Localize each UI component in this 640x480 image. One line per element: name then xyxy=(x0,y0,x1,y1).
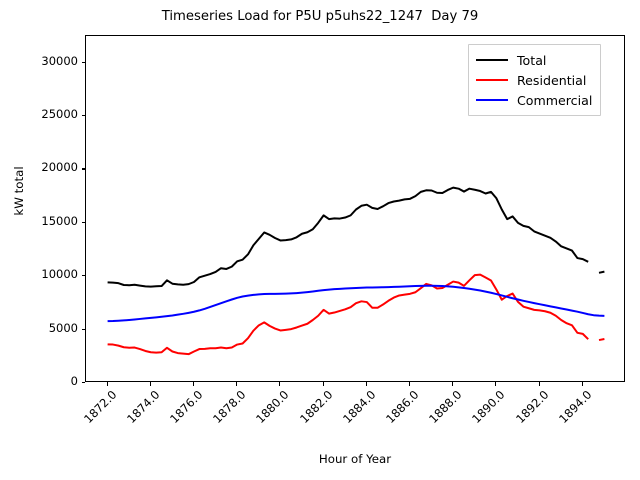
x-tick-label: 1874.0 xyxy=(123,387,163,426)
y-tick-mark xyxy=(81,275,85,277)
page-title: Timeseries Load for P5U p5uhs22_1247 Day… xyxy=(161,9,479,24)
legend-label: Commercial xyxy=(517,92,593,108)
plot-lines xyxy=(107,186,605,356)
y-tick-label: 30000 xyxy=(41,53,78,68)
x-tick-mark xyxy=(495,382,497,386)
legend-item[interactable]: Total xyxy=(476,50,592,70)
legend-item[interactable]: Residential xyxy=(476,70,592,90)
x-tick-mark xyxy=(236,382,238,386)
x-tick-label: 1880.0 xyxy=(253,387,292,426)
x-tick-mark xyxy=(149,382,151,386)
y-tick-label: 10000 xyxy=(41,267,78,282)
y-tick-mark xyxy=(81,61,85,63)
x-tick-label: 1884.0 xyxy=(339,387,379,426)
x-tick-mark xyxy=(365,382,367,386)
legend-label: Total xyxy=(517,52,547,68)
legend-label: Residential xyxy=(517,72,587,88)
x-axis-label: Hour of Year xyxy=(318,452,392,466)
x-tick-mark xyxy=(279,382,281,386)
x-tick-mark xyxy=(193,382,195,386)
series-line-total xyxy=(598,270,605,274)
y-axis-tick-labels: 0 5000 10000 15000 20000 25000 30000 xyxy=(0,0,78,480)
y-tick-mark xyxy=(81,168,85,170)
x-tick-label: 1890.0 xyxy=(469,387,508,426)
y-tick-label: 0 xyxy=(70,374,78,388)
y-tick-label: 25000 xyxy=(41,107,78,122)
series-line-total xyxy=(107,186,589,288)
x-tick-label: 1878.0 xyxy=(210,387,249,426)
x-tick-mark xyxy=(322,382,324,386)
x-tick-mark xyxy=(538,382,540,386)
y-tick-mark xyxy=(81,115,85,117)
series-line-commercial xyxy=(107,284,605,323)
x-tick-mark xyxy=(409,382,411,386)
legend: Total Residential Commercial xyxy=(468,44,602,116)
y-tick-label: 20000 xyxy=(41,160,78,175)
series-line-residential xyxy=(107,273,589,356)
y-tick-label: 5000 xyxy=(48,320,78,335)
legend-item[interactable]: Commercial xyxy=(476,90,592,110)
y-tick-label: 15000 xyxy=(41,213,78,228)
x-tick-label: 1892.0 xyxy=(512,387,552,426)
legend-swatch-icon xyxy=(476,58,508,62)
series-line-residential xyxy=(598,338,605,342)
x-tick-mark xyxy=(581,382,583,386)
x-tick-label: 1888.0 xyxy=(426,387,465,426)
x-tick-label: 1886.0 xyxy=(383,387,422,426)
legend-swatch-icon xyxy=(476,78,508,82)
x-tick-mark xyxy=(452,382,454,386)
y-tick-mark xyxy=(81,328,85,330)
x-tick-label: 1882.0 xyxy=(296,387,336,426)
x-tick-label: 1876.0 xyxy=(167,387,206,426)
x-tick-label: 1894.0 xyxy=(555,387,595,426)
y-tick-mark xyxy=(81,382,85,384)
x-tick-label: 1872.0 xyxy=(80,387,120,426)
legend-swatch-icon xyxy=(476,98,508,102)
x-tick-mark xyxy=(106,382,108,386)
y-tick-mark xyxy=(81,221,85,223)
